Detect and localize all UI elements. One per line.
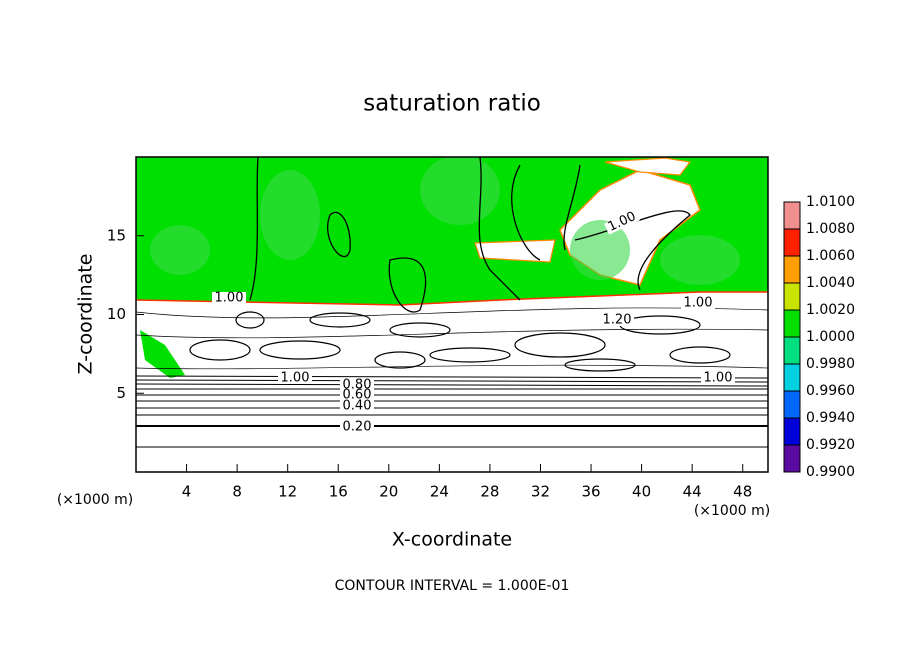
contour-label: 1.00	[281, 371, 310, 386]
field-patch	[570, 220, 630, 280]
contour-label: 0.20	[343, 420, 372, 435]
contour-line	[259, 340, 341, 360]
colorbar-segment	[784, 310, 800, 337]
x-tick-label: 32	[531, 483, 550, 501]
field-blank	[604, 157, 692, 176]
contour-label: 1.00	[215, 291, 244, 306]
colorbar-tick-label: 1.0020	[806, 302, 855, 318]
contour-label-bg	[701, 372, 735, 384]
contour-line	[249, 157, 259, 301]
contour-line	[374, 351, 426, 369]
colorbar-tick-label: 1.0040	[806, 275, 855, 291]
contour-line	[327, 211, 351, 258]
colorbar-tick-label: 1.0100	[806, 194, 855, 210]
colorbar-segment	[784, 418, 800, 445]
x-tick-label: 40	[632, 483, 651, 501]
colorbar-tick-label: 0.9960	[806, 383, 855, 399]
contour-label-bg	[604, 209, 640, 235]
colorbar-tick-label: 1.0060	[806, 248, 855, 264]
annotation: CONTOUR INTERVAL = 1.000E-01	[335, 578, 570, 594]
contour-label-bg	[278, 372, 312, 384]
contour-line	[478, 157, 521, 301]
field-patch	[420, 157, 500, 225]
contour-label: 0.40	[343, 399, 372, 414]
y-tick-label: 5	[116, 384, 126, 402]
colorbar-tick-label: 1.0080	[806, 221, 855, 237]
contour-label-bg	[212, 292, 246, 304]
contour-label-bg	[600, 314, 634, 326]
x-tick-label: 44	[683, 483, 702, 501]
y-tick-label: 10	[107, 305, 126, 323]
y-axis-label: Z-coordinate	[75, 254, 97, 375]
field	[136, 157, 768, 472]
contour-label-bg	[340, 421, 374, 433]
x-tick-label: 12	[278, 483, 297, 501]
contour-line	[189, 339, 251, 361]
x-unit-label: (×1000 m)	[694, 503, 770, 519]
field-patch	[140, 330, 185, 378]
colorbar-segment	[784, 337, 800, 364]
y-unit-label: (×1000 m)	[57, 492, 133, 508]
x-tick-label: 28	[480, 483, 499, 501]
colorbar-segment	[784, 364, 800, 391]
colorbar-segment	[784, 256, 800, 283]
colorbar-segment	[784, 283, 800, 310]
x-tick-label: 4	[182, 483, 192, 501]
contour-label-bg	[340, 379, 374, 391]
x-axis-label: X-coordinate	[392, 529, 512, 551]
contour-line	[563, 164, 581, 251]
contour-label: 0.60	[343, 388, 372, 403]
contour-line	[235, 311, 265, 329]
contour-line	[136, 307, 768, 319]
contour-line	[514, 332, 606, 358]
contour-line	[389, 322, 451, 338]
field-edge	[136, 291, 768, 306]
field-patch	[260, 170, 320, 260]
field-patch	[150, 225, 210, 275]
x-tick-label: 20	[379, 483, 398, 501]
contour-label-bg	[340, 389, 374, 401]
colorbar-segment	[784, 229, 800, 256]
colorbar-tick-label: 0.9940	[806, 410, 855, 426]
contour-label: 0.80	[343, 378, 372, 393]
contour-line	[511, 164, 541, 261]
contour-line	[136, 379, 768, 383]
colorbar-tick-label: 1.0000	[806, 329, 855, 345]
contour-line	[309, 312, 371, 328]
field-blank	[474, 239, 556, 263]
contour-label-bg	[340, 400, 374, 412]
x-tick-label: 48	[733, 483, 752, 501]
chart-title: saturation ratio	[363, 91, 541, 117]
contour-line	[136, 328, 768, 339]
contour-line	[429, 347, 511, 363]
colorbar-segment	[784, 391, 800, 418]
contour-line	[136, 375, 768, 379]
colorbar-tick-label: 0.9900	[806, 464, 855, 480]
contour-line	[136, 364, 768, 370]
x-tick-label: 8	[232, 483, 242, 501]
contour-line	[388, 257, 427, 313]
contour-label-bg	[681, 297, 715, 309]
field-patch	[660, 235, 740, 285]
contour-line	[669, 346, 731, 364]
contour-label: 1.20	[603, 313, 632, 328]
x-tick-label: 24	[430, 483, 449, 501]
x-tick-label: 16	[329, 483, 348, 501]
colorbar-tick-label: 0.9920	[806, 437, 855, 453]
x-tick-label: 36	[581, 483, 600, 501]
contour-label: 1.00	[704, 371, 733, 386]
colorbar-tick-label: 0.9980	[806, 356, 855, 372]
y-tick-label: 15	[107, 226, 126, 244]
colorbar-segment	[784, 202, 800, 229]
colorbar-segment	[784, 445, 800, 472]
contour-label: 1.00	[684, 296, 713, 311]
contour-line	[136, 383, 768, 387]
